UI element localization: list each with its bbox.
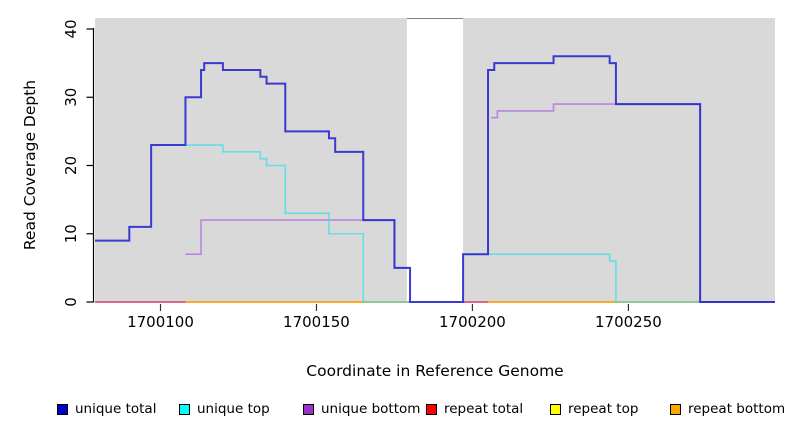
legend-label: repeat top	[568, 401, 639, 417]
legend-label: repeat bottom	[688, 401, 786, 417]
x-tick-label: 1700200	[439, 313, 506, 331]
y-tick-label: 0	[62, 297, 80, 307]
legend-item-repeat-top: repeat top	[550, 401, 638, 417]
legend-swatch-icon	[670, 403, 681, 415]
x-axis-title: Coordinate in Reference Genome	[306, 362, 564, 380]
legend-swatch-icon	[426, 403, 437, 415]
legend-item-unique-bottom: unique bottom	[303, 401, 420, 417]
legend-item-repeat-total: repeat total	[426, 401, 523, 417]
legend-item-repeat-bottom: repeat bottom	[670, 401, 785, 417]
legend-swatch-icon	[550, 403, 561, 415]
y-tick-label: 30	[62, 88, 80, 107]
legend-label: unique top	[197, 401, 270, 417]
legend-swatch-icon	[179, 403, 190, 415]
legend-label: unique bottom	[321, 401, 421, 417]
x-tick-label: 1700250	[595, 313, 662, 331]
x-tick-label: 1700150	[283, 313, 350, 331]
y-axis-title: Read Coverage Depth	[21, 79, 39, 251]
legend-label: unique total	[75, 401, 157, 417]
y-tick-label: 40	[62, 19, 80, 38]
legend-item-unique-top: unique top	[179, 401, 270, 417]
plot-background-left	[95, 18, 407, 303]
x-tick-label: 1700100	[127, 313, 194, 331]
legend-label: repeat total	[444, 401, 524, 417]
legend-item-unique-total: unique total	[57, 401, 156, 417]
series-path-unique-total	[95, 55, 775, 303]
series-path-unique-top	[185, 144, 701, 303]
plot-background-right	[463, 18, 775, 303]
y-tick-label: 10	[62, 224, 80, 243]
legend-swatch-icon	[303, 403, 314, 415]
y-tick-label: 20	[62, 156, 80, 175]
legend-swatch-icon	[57, 403, 68, 415]
